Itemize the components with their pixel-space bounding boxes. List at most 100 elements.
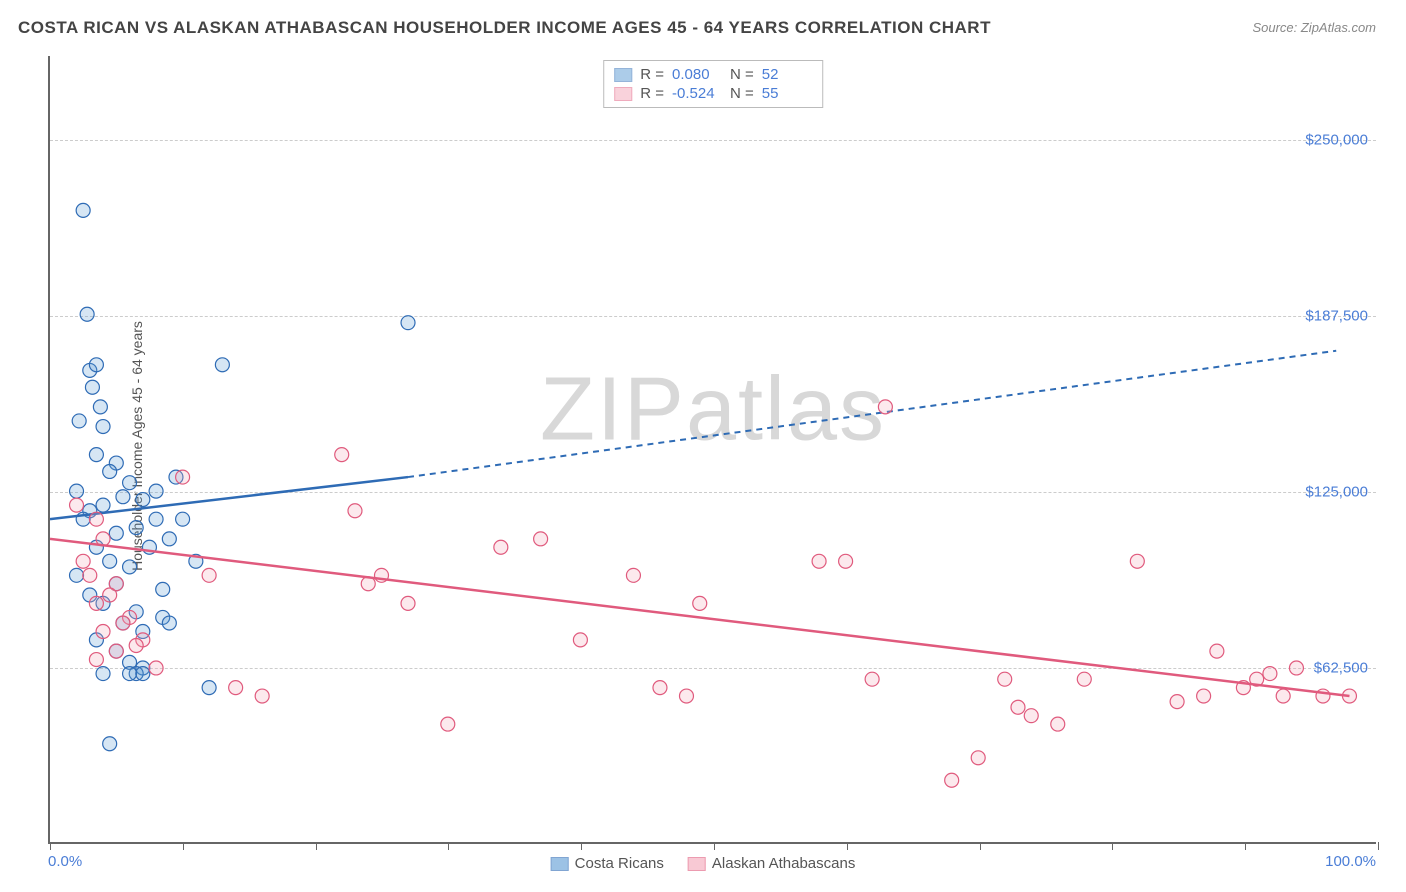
x-tick [1112, 842, 1113, 850]
data-point [103, 588, 117, 602]
stat-n-label: N = [730, 66, 754, 83]
x-tick [714, 842, 715, 850]
data-point [653, 681, 667, 695]
data-point [215, 358, 229, 372]
data-point [129, 521, 143, 535]
data-point [1289, 661, 1303, 675]
x-axis-min-label: 0.0% [48, 853, 82, 870]
series-legend: Costa Ricans Alaskan Athabascans [551, 855, 856, 872]
data-point [401, 596, 415, 610]
data-point [1024, 709, 1038, 723]
data-point [103, 554, 117, 568]
data-point [335, 448, 349, 462]
stat-r-label: R = [640, 85, 664, 102]
data-point [812, 554, 826, 568]
data-point [136, 493, 150, 507]
data-point [679, 689, 693, 703]
stat-r-value: -0.524 [672, 85, 722, 102]
data-point [96, 498, 110, 512]
correlation-stats-legend: R = 0.080 N = 52R = -0.524 N = 55 [603, 60, 823, 108]
data-point [93, 400, 107, 414]
legend-label: Alaskan Athabascans [712, 855, 855, 872]
data-point [89, 596, 103, 610]
data-point [76, 203, 90, 217]
legend-swatch [551, 857, 569, 871]
data-point [839, 554, 853, 568]
data-point [255, 689, 269, 703]
data-point [162, 532, 176, 546]
data-point [1170, 695, 1184, 709]
data-point [96, 667, 110, 681]
data-point [1130, 554, 1144, 568]
stat-n-value: 52 [762, 66, 812, 83]
data-point [70, 498, 84, 512]
data-point [123, 667, 137, 681]
legend-stats-row: R = 0.080 N = 52 [614, 65, 812, 84]
data-point [149, 512, 163, 526]
data-point [401, 316, 415, 330]
data-point [176, 512, 190, 526]
data-point [693, 596, 707, 610]
data-point [89, 358, 103, 372]
data-point [80, 307, 94, 321]
data-point [83, 568, 97, 582]
data-point [70, 568, 84, 582]
data-point [176, 470, 190, 484]
data-point [89, 448, 103, 462]
data-point [348, 504, 362, 518]
legend-label: Costa Ricans [575, 855, 664, 872]
x-tick [50, 842, 51, 850]
stat-r-value: 0.080 [672, 66, 722, 83]
data-point [1263, 667, 1277, 681]
data-point [85, 380, 99, 394]
x-tick [1245, 842, 1246, 850]
data-point [123, 476, 137, 490]
data-point [998, 672, 1012, 686]
data-point [1051, 717, 1065, 731]
x-tick [980, 842, 981, 850]
data-point [202, 681, 216, 695]
x-axis-max-label: 100.0% [1325, 853, 1376, 870]
data-point [103, 464, 117, 478]
x-tick [1378, 842, 1379, 850]
x-tick [581, 842, 582, 850]
data-point [1011, 700, 1025, 714]
x-tick [316, 842, 317, 850]
data-point [534, 532, 548, 546]
data-point [72, 414, 86, 428]
data-point [202, 568, 216, 582]
x-tick [847, 842, 848, 850]
legend-swatch [614, 87, 632, 101]
data-point [626, 568, 640, 582]
data-point [136, 667, 150, 681]
data-point [162, 616, 176, 630]
data-point [971, 751, 985, 765]
data-point [76, 554, 90, 568]
data-point [103, 737, 117, 751]
legend-stats-row: R =-0.524N =55 [614, 84, 812, 103]
legend-swatch [688, 857, 706, 871]
trend-line-extrapolated [408, 351, 1336, 477]
legend-item: Alaskan Athabascans [688, 855, 855, 872]
data-point [149, 484, 163, 498]
data-point [89, 512, 103, 526]
legend-swatch [614, 68, 632, 82]
scatter-plot-svg [50, 56, 1376, 842]
data-point [70, 484, 84, 498]
data-point [573, 633, 587, 647]
data-point [1077, 672, 1091, 686]
data-point [156, 582, 170, 596]
data-point [1197, 689, 1211, 703]
data-point [109, 526, 123, 540]
data-point [116, 490, 130, 504]
x-tick [448, 842, 449, 850]
data-point [494, 540, 508, 554]
data-point [878, 400, 892, 414]
stat-n-value: 55 [762, 85, 812, 102]
data-point [865, 672, 879, 686]
data-point [89, 653, 103, 667]
data-point [96, 624, 110, 638]
trend-line [50, 539, 1349, 696]
data-point [1276, 689, 1290, 703]
stat-r-label: R = [640, 66, 664, 83]
